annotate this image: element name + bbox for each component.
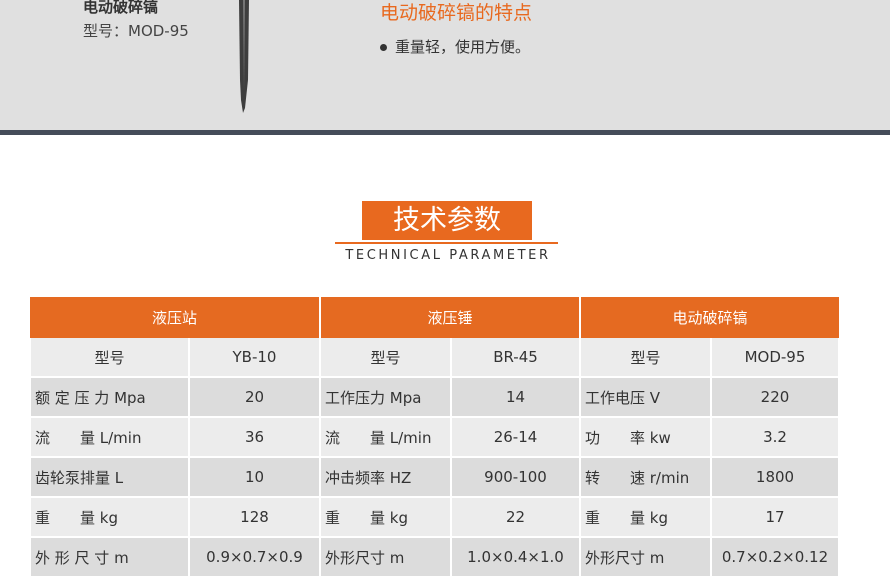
- param-label: 冲击频率 HZ: [319, 457, 452, 498]
- table-row: 外 形 尺 寸 m 0.9×0.7×0.9 外形尺寸 m 1.0×0.4×1.0 外形尺…: [29, 537, 840, 578]
- group-header: 液压站: [30, 297, 320, 338]
- product-banner: 电动破碎镐 型号：MOD-95 电动破碎镐的特点 重量轻，使用方便。: [0, 0, 890, 130]
- param-label: 重 量 kg: [319, 497, 452, 538]
- param-value: MOD-95: [710, 338, 840, 378]
- param-label: 额 定 压 力 Mpa: [29, 377, 190, 418]
- group-header: 电动破碎镐: [579, 297, 839, 338]
- param-label: 外形尺寸 m: [579, 537, 712, 578]
- param-label: 齿轮泵排量 L: [29, 457, 190, 498]
- param-value: 17: [710, 497, 840, 538]
- feature-text: 重量轻，使用方便。: [395, 38, 531, 56]
- param-label: 型号: [319, 338, 452, 378]
- param-value: 0.7×0.2×0.12: [710, 537, 840, 578]
- param-value: 3.2: [710, 417, 840, 458]
- parameter-table: 液压站 液压锤 电动破碎镐 型号 YB-10 型号 BR-45 型号 MOD-95 额 定 …: [29, 297, 840, 578]
- param-label: 重 量 kg: [29, 497, 190, 538]
- product-model: 型号：MOD-95: [83, 22, 189, 40]
- param-value: 128: [188, 497, 321, 538]
- bullet-icon: [380, 44, 387, 51]
- param-value: 220: [710, 377, 840, 418]
- param-value: 10: [188, 457, 321, 498]
- param-label: 流 量 L/min: [29, 417, 190, 458]
- param-label: 外形尺寸 m: [319, 537, 452, 578]
- param-label: 功 率 kw: [579, 417, 712, 458]
- param-value: 900-100: [450, 457, 581, 498]
- param-label: 工作电压 V: [579, 377, 712, 418]
- param-label: 外 形 尺 寸 m: [29, 537, 190, 578]
- param-value: YB-10: [188, 338, 321, 378]
- table-row: 重 量 kg 128 重 量 kg 22 重 量 kg 17: [29, 497, 840, 538]
- param-label: 型号: [579, 338, 712, 378]
- table-row: 型号 YB-10 型号 BR-45 型号 MOD-95: [29, 338, 840, 378]
- param-label: 型号: [29, 338, 190, 378]
- title-underline: [335, 242, 558, 244]
- table-row: 流 量 L/min 36 流 量 L/min 26-14 功 率 kw 3.2: [29, 417, 840, 458]
- feature-title: 电动破碎镐的特点: [380, 2, 533, 24]
- divider-bar: [0, 130, 890, 135]
- param-value: 1800: [710, 457, 840, 498]
- param-value: BR-45: [450, 338, 581, 378]
- group-header-row: 液压站 液压锤 电动破碎镐: [30, 297, 839, 338]
- param-value: 14: [450, 377, 581, 418]
- group-header: 液压锤: [319, 297, 580, 338]
- param-value: 1.0×0.4×1.0: [450, 537, 581, 578]
- feature-item: 重量轻，使用方便。: [380, 36, 530, 57]
- table-row: 齿轮泵排量 L 10 冲击频率 HZ 900-100 转 速 r/min 1800: [29, 457, 840, 498]
- param-value: 36: [188, 417, 321, 458]
- chisel-image: [239, 0, 249, 113]
- section-subtitle: TECHNICAL PARAMETER: [345, 248, 551, 263]
- product-name: 电动破碎镐: [83, 0, 159, 16]
- param-value: 26-14: [450, 417, 581, 458]
- param-label: 工作压力 Mpa: [319, 377, 452, 418]
- param-value: 22: [450, 497, 581, 538]
- param-label: 转 速 r/min: [579, 457, 712, 498]
- table-row: 额 定 压 力 Mpa 20 工作压力 Mpa 14 工作电压 V 220: [29, 377, 840, 418]
- param-value: 0.9×0.7×0.9: [188, 537, 321, 578]
- param-label: 流 量 L/min: [319, 417, 452, 458]
- section-title: 技术参数: [362, 201, 532, 240]
- param-value: 20: [188, 377, 321, 418]
- param-label: 重 量 kg: [579, 497, 712, 538]
